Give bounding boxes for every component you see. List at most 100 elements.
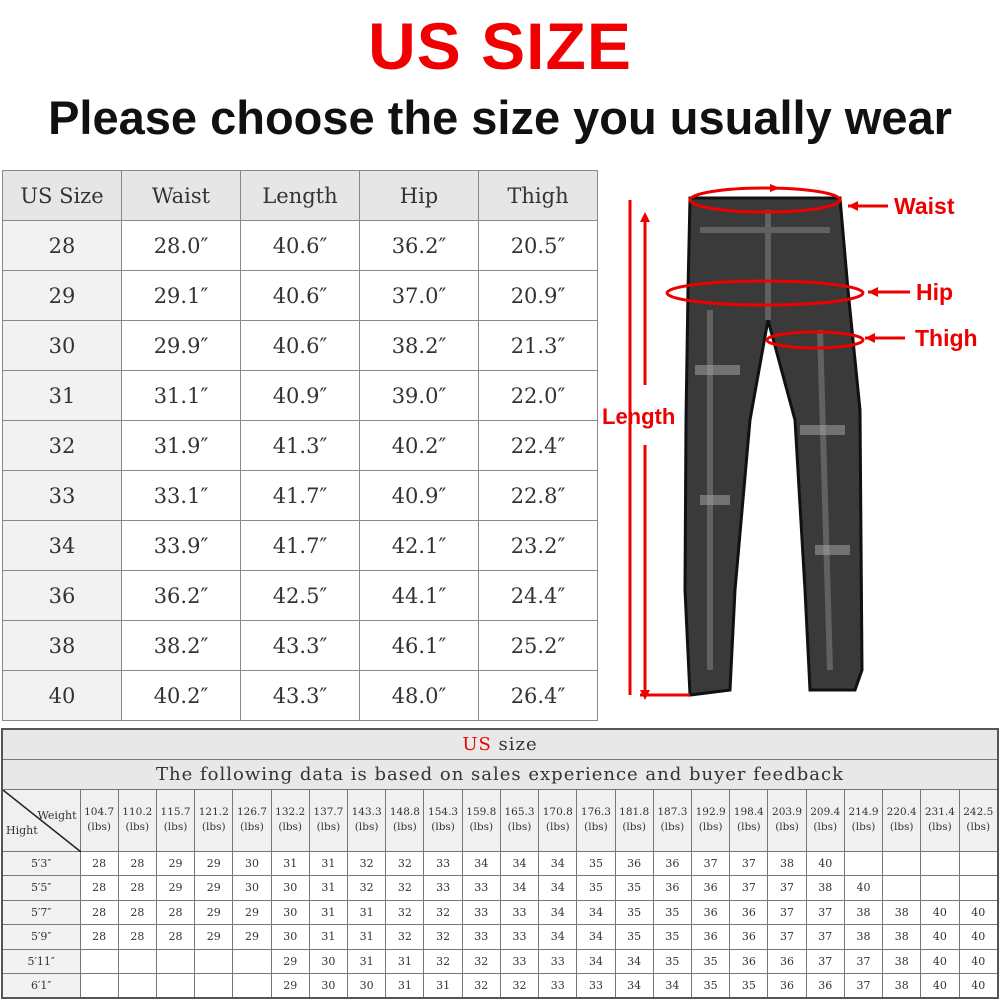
size-cell: 37 (690, 850, 731, 876)
size-cell: 28 (117, 924, 157, 950)
table-cell: 34 (2, 520, 122, 571)
size-cell: 33 (461, 924, 501, 950)
size-cell: 32 (461, 973, 501, 999)
height-cell: 5′11″ (1, 948, 81, 974)
table-cell: 46.1″ (359, 620, 479, 671)
table-cell: 40.6″ (240, 320, 360, 371)
size-cell (920, 875, 960, 901)
size-cell: 29 (155, 850, 196, 876)
table-row: 5′9″ 28 28 28 29 29 30 31 31 32 32 33 33 34 34 35 35 36 36… (1, 924, 999, 950)
size-cell: 32 (499, 973, 540, 999)
size-cell: 30 (308, 973, 349, 999)
table-cell: 36.2″ (359, 220, 479, 271)
size-cell: 30 (232, 850, 272, 876)
size-cell: 36 (767, 973, 807, 999)
size-cell: 28 (117, 875, 157, 901)
table-cell: 33.9″ (121, 520, 241, 571)
weight-value: 143.3 (351, 806, 382, 818)
table-caption: US size (1, 728, 999, 760)
column-header: Hip (359, 170, 479, 221)
table-row: 28 28.0″ 40.6″ 36.2″ 20.5″ (2, 220, 598, 271)
size-cell (117, 973, 157, 999)
size-cell: 35 (652, 948, 693, 974)
size-cell: 30 (270, 875, 310, 901)
size-cell: 31 (308, 899, 349, 925)
size-cell (882, 850, 922, 876)
weight-column-header: 242.5 (lbs) (958, 788, 999, 852)
size-cell: 35 (652, 899, 693, 925)
size-cell: 31 (385, 948, 425, 974)
weight-unit: (lbs) (278, 821, 303, 833)
size-cell: 32 (347, 850, 387, 876)
size-cell: 32 (385, 924, 425, 950)
size-cell: 29 (270, 973, 310, 999)
size-cell: 35 (576, 850, 616, 876)
size-cell: 36 (690, 875, 731, 901)
size-cell: 32 (423, 948, 463, 974)
weight-column-header: 192.9 (lbs) (690, 788, 731, 852)
weight-value: 132.2 (275, 806, 306, 818)
size-cell: 34 (614, 948, 654, 974)
size-cell: 35 (729, 973, 769, 999)
size-cell: 34 (576, 924, 616, 950)
size-cell: 34 (538, 924, 578, 950)
height-cell: 6′1″ (1, 973, 81, 999)
table-cell: 40.6″ (240, 220, 360, 271)
table-row: 6′1″ 29 30 30 31 31 32 32 33 33 34 34 35 35 36 36 37 38 40… (1, 973, 999, 999)
table-cell: 37.0″ (359, 270, 479, 321)
size-cell: 35 (576, 875, 616, 901)
table-cell: 40.6″ (240, 270, 360, 321)
table-cell: 21.3″ (478, 320, 598, 371)
size-cell: 31 (270, 850, 310, 876)
height-cell: 5′5″ (1, 875, 81, 901)
size-cell: 36 (729, 924, 769, 950)
size-cell: 33 (461, 875, 501, 901)
weight-unit: (lbs) (775, 821, 799, 833)
table-row: 31 31.1″ 40.9″ 39.0″ 22.0″ (2, 370, 598, 421)
table-cell: 41.3″ (240, 420, 360, 471)
size-cell (958, 875, 999, 901)
weight-unit: (lbs) (125, 821, 150, 833)
size-table: US Size Waist Length Hip Thigh 28 28.0″ 40.6″ 36… (2, 170, 598, 721)
size-cell: 28 (117, 899, 157, 925)
size-cell: 28 (79, 850, 119, 876)
weight-column-header: 170.8 (lbs) (538, 788, 578, 852)
table-cell: 33.1″ (121, 470, 241, 521)
size-cell: 31 (308, 850, 349, 876)
jeans-illustration (683, 196, 864, 697)
size-cell (843, 850, 884, 876)
size-cell: 30 (232, 875, 272, 901)
table-row: 36 36.2″ 42.5″ 44.1″ 24.4″ (2, 570, 598, 621)
weight-column-header: 181.8 (lbs) (614, 788, 654, 852)
size-cell: 36 (729, 948, 769, 974)
size-cell: 35 (614, 899, 654, 925)
size-cell: 32 (385, 875, 425, 901)
weight-column-header: 137.7 (lbs) (308, 788, 349, 852)
weight-unit: (lbs) (354, 821, 379, 833)
table-cell: 28 (2, 220, 122, 271)
table-cell: 42.5″ (240, 570, 360, 621)
table-cell: 40 (2, 670, 122, 721)
weight-column-header: 176.3 (lbs) (576, 788, 616, 852)
table-cell: 36.2″ (121, 570, 241, 621)
table-row: 5′5″ 28 28 29 29 30 30 31 32 32 33 33 34 34 35 35 36 36 37… (1, 875, 999, 901)
weight-value: 198.4 (733, 806, 764, 818)
table-cell: 20.9″ (478, 270, 598, 321)
weight-unit: (lbs) (507, 821, 532, 833)
weight-column-header: 231.4 (lbs) (920, 788, 960, 852)
size-cell: 40 (920, 948, 960, 974)
size-cell: 40 (958, 924, 999, 950)
size-cell: 30 (347, 973, 387, 999)
weight-column-header: 104.7 (lbs) (79, 788, 119, 852)
table-cell: 38.2″ (359, 320, 479, 371)
table-row: 5′3″ 28 28 29 29 30 31 31 32 32 33 34 34 34 35 36 36 37 37… (1, 850, 999, 876)
weight-unit: (lbs) (201, 821, 226, 833)
table-row: 5′11″ 29 30 31 31 32 32 33 33 34 34 35 35 36 36 37 37 38 4… (1, 948, 999, 974)
weight-value: 154.3 (428, 806, 459, 818)
size-cell: 38 (843, 924, 884, 950)
weight-column-header: 121.2 (lbs) (194, 788, 234, 852)
size-cell (79, 948, 119, 974)
table-cell: 25.2″ (478, 620, 598, 671)
thigh-label: Thigh (915, 325, 978, 351)
weight-unit: (lbs) (660, 821, 685, 833)
